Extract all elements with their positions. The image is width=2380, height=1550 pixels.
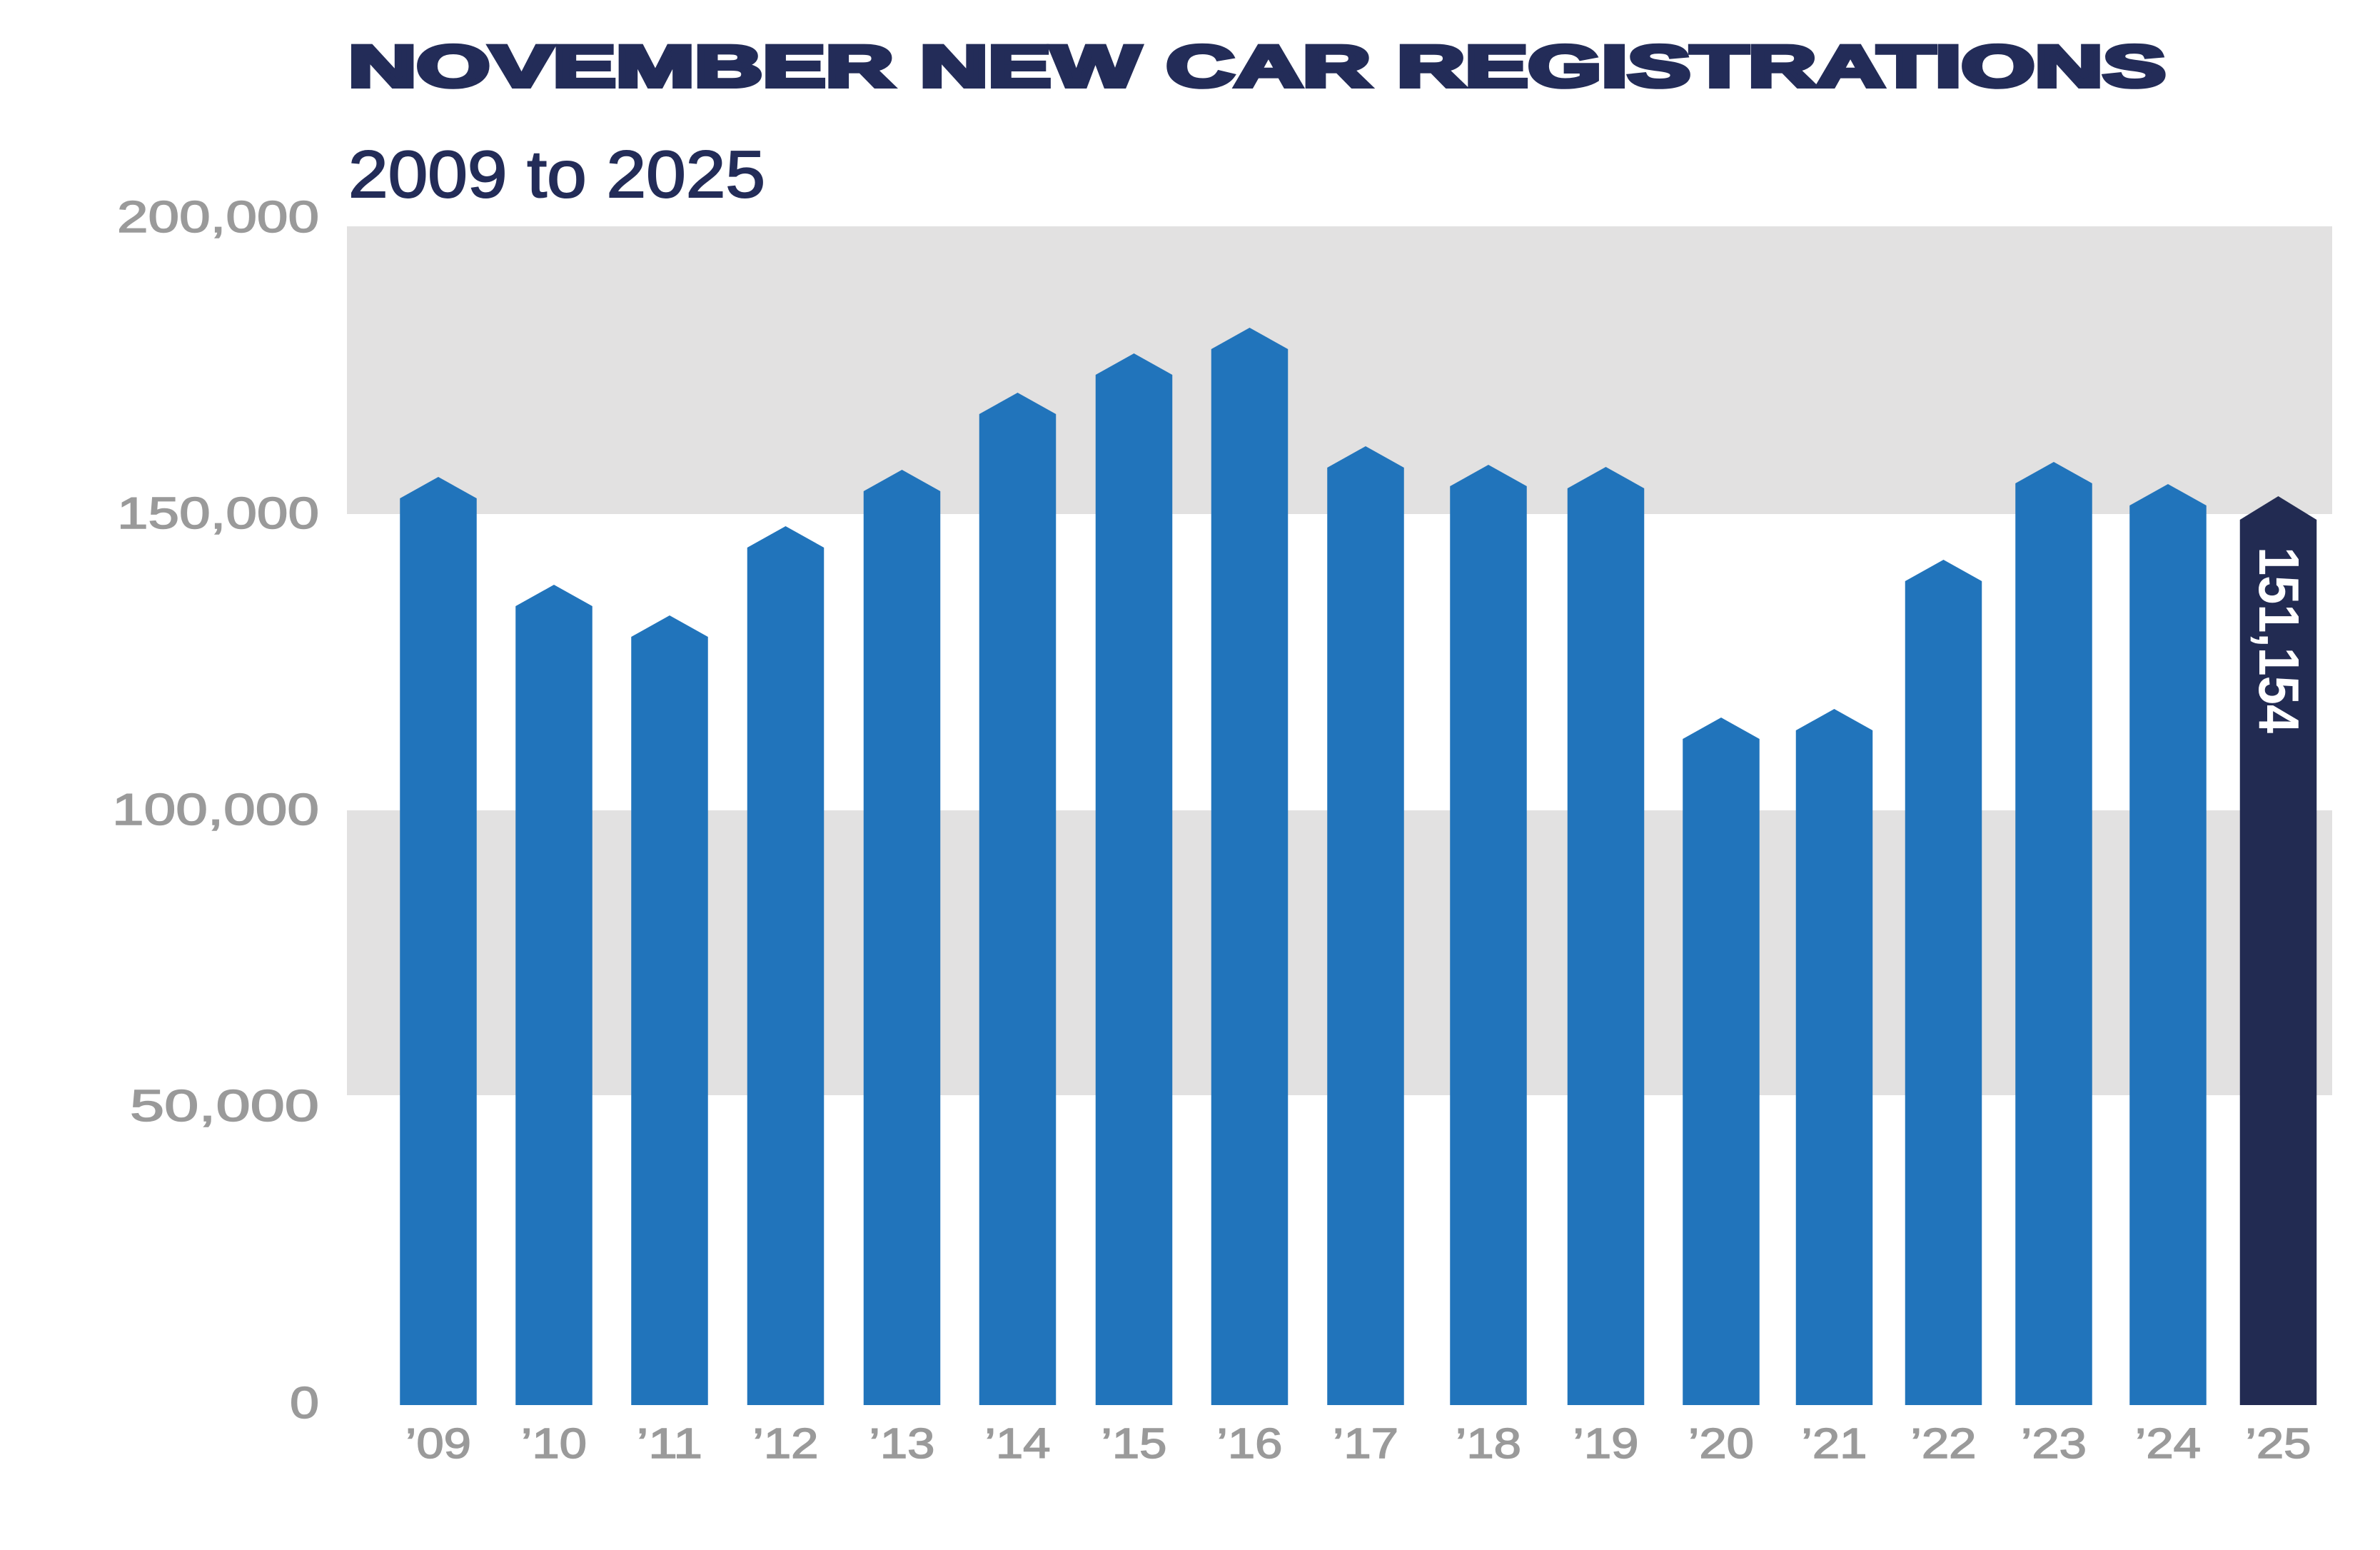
svg-text:100,000: 100,000 [112, 785, 319, 835]
svg-text:2009 to 2025: 2009 to 2025 [348, 137, 765, 211]
svg-text:’13: ’13 [869, 1420, 935, 1467]
svg-text:’12: ’12 [753, 1420, 819, 1467]
svg-text:’20: ’20 [1688, 1420, 1754, 1467]
svg-text:50,000: 50,000 [130, 1082, 319, 1131]
svg-text:150,000: 150,000 [117, 489, 319, 538]
svg-text:0: 0 [290, 1379, 319, 1428]
svg-text:’15: ’15 [1101, 1420, 1167, 1467]
svg-text:’18: ’18 [1456, 1420, 1521, 1467]
svg-text:’19: ’19 [1573, 1420, 1639, 1467]
svg-text:’10: ’10 [521, 1420, 587, 1467]
svg-text:’23: ’23 [2021, 1420, 2087, 1467]
svg-text:NOVEMBER NEW CAR REGISTRATIONS: NOVEMBER NEW CAR REGISTRATIONS [348, 34, 2166, 99]
svg-text:’09: ’09 [405, 1420, 471, 1467]
svg-text:’21: ’21 [1802, 1420, 1867, 1467]
svg-text:200,000: 200,000 [117, 193, 319, 242]
svg-text:’22: ’22 [1911, 1420, 1977, 1467]
svg-text:’17: ’17 [1333, 1420, 1398, 1467]
svg-text:151,154: 151,154 [2247, 547, 2311, 733]
svg-text:’11: ’11 [637, 1420, 702, 1467]
svg-text:’14: ’14 [985, 1420, 1051, 1467]
svg-text:’25: ’25 [2246, 1420, 2311, 1467]
svg-text:’16: ’16 [1217, 1420, 1283, 1467]
svg-text:’24: ’24 [2135, 1420, 2201, 1467]
